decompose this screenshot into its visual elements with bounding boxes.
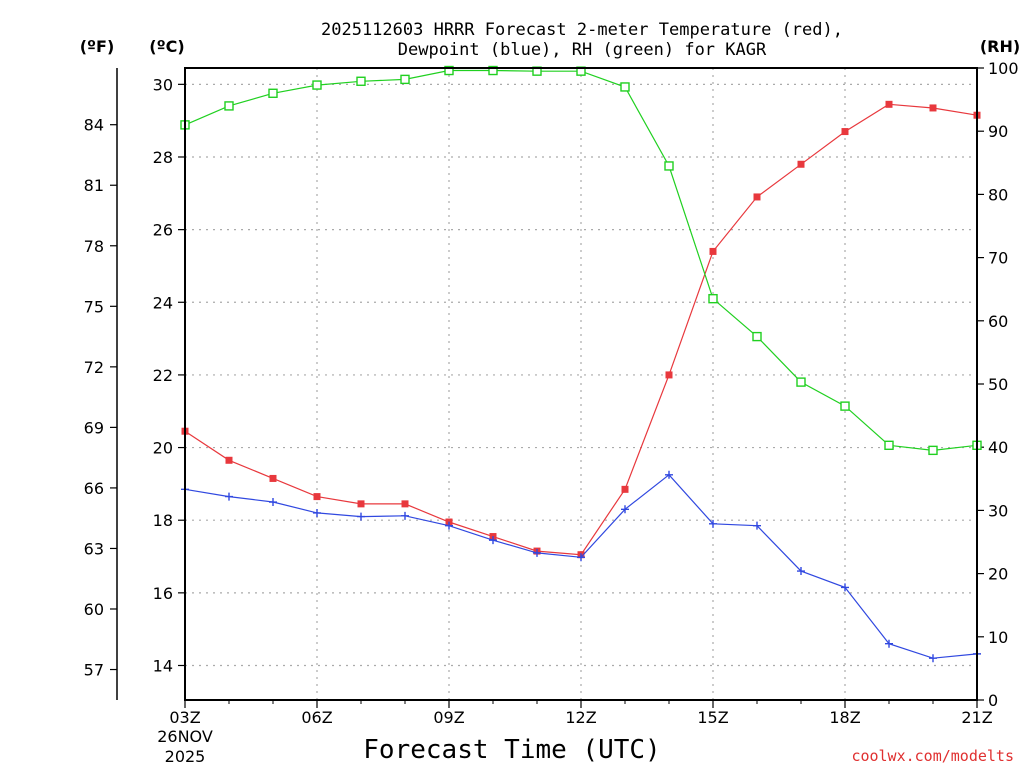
chart-title-line2: Dewpoint (blue), RH (green) for KAGR [398,40,767,60]
dewpoint-point [885,639,893,648]
rh-tick-label: 10 [988,628,1008,647]
celsius-tick-label: 26 [153,221,173,240]
rh-line [184,69,978,452]
temperature-point [225,456,233,464]
rh-point [928,445,938,456]
x-tick-label: 06Z [301,708,332,727]
temperature-line [184,103,978,556]
celsius-tick-label: 24 [153,293,173,312]
dewpoint-point [709,519,717,528]
dewpoint-point [577,553,585,562]
temperature-point [313,493,321,501]
celsius-tick-label: 16 [153,584,173,603]
rh-tick-label: 50 [988,375,1008,394]
plot-frame [184,67,978,701]
fahrenheit-tick-label: 57 [84,661,104,680]
rh-point [268,88,278,98]
celsius-unit-label: (ºC) [149,37,184,56]
dewpoint-point [269,498,277,507]
temperature-point [797,160,805,168]
rh-point [752,331,762,342]
x-tick-label: 21Z [961,708,992,727]
data-series [180,65,982,663]
rh-point [224,101,234,111]
x-tick-label: 12Z [565,708,596,727]
fahrenheit-tick-label: 75 [84,297,104,316]
celsius-tick-label: 30 [153,75,173,94]
dewpoint-point [313,508,321,517]
grid-lines [185,68,977,700]
fahrenheit-tick-label: 78 [84,237,104,256]
fahrenheit-unit-label: (ºF) [80,37,115,56]
fahrenheit-tick-label: 84 [84,116,104,135]
x-tick-label: 15Z [697,708,728,727]
rh-tick-label: 80 [988,185,1008,204]
temperature-point [665,371,673,379]
rh-tick-label: 30 [988,501,1008,520]
temperature-point [357,500,365,508]
rh-tick-label: 90 [988,122,1008,141]
celsius-tick-label: 28 [153,148,173,167]
rh-point [312,80,322,90]
x-axis-title: Forecast Time (UTC) [363,735,660,765]
rh-point [620,82,630,92]
rh-point [356,76,366,86]
rh-point [796,377,806,387]
credit-text[interactable]: coolwx.com/modelts [851,747,1014,765]
temperature-point [753,193,761,201]
rh-point [488,65,498,76]
rh-point [400,74,410,85]
rh-tick-label: 60 [988,312,1008,331]
dewpoint-point [797,567,805,576]
dewpoint-point [533,548,541,557]
rh-unit-label: (RH) [980,37,1020,56]
temperature-point [621,485,629,493]
dewpoint-point [489,536,497,545]
rh-tick-label: 100 [988,59,1019,78]
celsius-tick-label: 14 [153,656,173,675]
temperature-point [269,474,277,482]
dewpoint-point [357,512,365,521]
rh-tick-label: 70 [988,249,1008,268]
rh-point [664,161,674,171]
rh-point [444,65,454,76]
celsius-tick-label: 22 [153,366,173,385]
dewpoint-point [621,505,629,514]
dewpoint-point [753,521,761,530]
temperature-point [885,100,893,108]
x-tick-label: 03Z [169,708,200,727]
fahrenheit-tick-label: 72 [84,358,104,377]
date-label-year: 2025 [165,747,206,766]
x-tick-label: 09Z [433,708,464,727]
fahrenheit-tick-label: 66 [84,479,104,498]
rh-point [884,440,894,451]
temperature-point [929,104,937,112]
axes: 14 16 18 20 22 24 26 28 30 03Z 06Z 09Z 12Z 15Z 18Z 21Z 5… [84,59,1019,727]
temperature-point [401,500,409,508]
fahrenheit-tick-label: 81 [84,176,104,195]
rh-tick-label: 40 [988,438,1008,457]
dewpoint-point [401,511,409,520]
dewpoint-point [225,492,233,501]
rh-tick-label: 20 [988,565,1008,584]
rh-tick-label: 0 [988,691,998,710]
fahrenheit-tick-label: 69 [84,418,104,437]
rh-point [708,293,718,304]
fahrenheit-tick-label: 63 [84,539,104,558]
temperature-point [841,128,849,136]
dewpoint-point [841,583,849,592]
dewpoint-point [665,470,673,479]
fahrenheit-tick-label: 60 [84,600,104,619]
rh-point [840,401,850,411]
x-tick-label: 18Z [829,708,860,727]
dewpoint-point [929,654,937,663]
chart-title-line1: 2025112603 HRRR Forecast 2-meter Tempera… [321,20,843,40]
temperature-point [709,247,717,255]
celsius-tick-label: 18 [153,511,173,530]
dewpoint-point [445,521,453,530]
celsius-tick-label: 20 [153,439,173,458]
date-label-day: 26NOV [157,727,213,746]
